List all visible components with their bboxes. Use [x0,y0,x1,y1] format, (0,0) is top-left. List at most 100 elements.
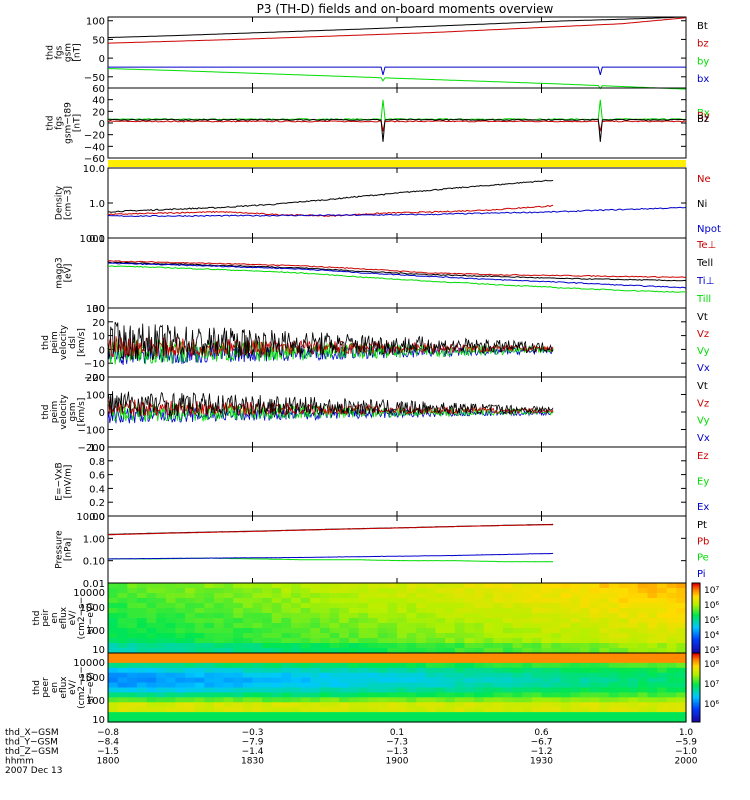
heatmap-cell [512,618,523,624]
heatmap-cell [175,593,186,599]
heatmap-cell [252,667,263,674]
heatmap-cell [368,687,379,694]
heatmap-cell [194,603,205,609]
heatmap-cell [531,662,543,669]
heatmap-cell [551,618,562,624]
heatmap-cell [339,717,350,723]
heatmap-cell [502,712,514,718]
heatmap-cell [339,628,350,634]
heatmap-cell [117,682,128,689]
heatmap-cell [531,588,543,594]
heatmap-cell [599,662,610,669]
heatmap-cell [416,702,427,708]
colorbar-swatch [692,626,700,629]
heatmap-cell [435,613,446,619]
heatmap-cell [165,682,177,689]
heatmap-cell [204,672,215,679]
heatmap-cell [445,648,456,654]
heatmap-cell [425,692,437,698]
heatmap-cell [291,643,302,649]
colorbar-swatch [692,670,700,673]
heatmap-cell [300,583,311,589]
heatmap-cell [329,707,340,713]
heatmap-cell [522,697,533,703]
heatmap-cell [271,628,282,634]
heatmap-cell [252,628,263,634]
colorbar-swatch [692,598,700,601]
heatmap-cell [657,717,668,723]
heatmap-cell [204,667,215,674]
heatmap-cell [406,593,417,599]
heatmap-cell [194,682,205,689]
legend-entry: Ex [697,502,709,513]
heatmap-cell [618,702,629,708]
y-tick-label: 0 [99,119,105,130]
heatmap-cell [647,613,658,619]
heatmap-cell [377,583,388,589]
heatmap-cell [397,697,408,703]
heatmap-cell [271,677,282,684]
heatmap-cell [560,677,571,684]
heatmap-cell [493,618,504,624]
heatmap-cell [425,687,437,694]
heatmap-cell [319,653,331,659]
legend-entry: bx [697,74,709,85]
heatmap-cell [117,662,128,669]
heatmap-cell [156,643,167,649]
heatmap-cell [570,702,581,708]
heatmap-cell [560,588,571,594]
heatmap-cell [310,672,321,679]
heatmap-cell [502,598,514,604]
heatmap-cell [348,588,360,594]
heatmap-cell [599,613,610,619]
heatmap-cell [300,638,311,644]
heatmap-cell [242,677,254,684]
colorbar-swatch [692,708,700,711]
heatmap-cell [676,618,687,624]
heatmap-cell [165,662,177,669]
heatmap-cell [406,692,417,698]
heatmap-cell [127,697,138,703]
y-tick-label: 100 [86,304,105,315]
heatmap-cell [108,603,119,609]
heatmap-cell [156,712,167,718]
x-row-value: −1.5 [97,747,119,757]
colorbar-swatch [692,639,700,642]
heatmap-cell [406,638,417,644]
heatmap-cell [310,697,321,703]
heatmap-cell [512,697,523,703]
heatmap-cell [310,648,321,654]
heatmap-cell [406,657,417,664]
heatmap-cell [165,648,177,654]
heatmap-cell [223,712,234,718]
x-row-value: 1.0 [679,728,694,738]
heatmap-cell [156,692,167,698]
heatmap-cell [676,692,687,698]
heatmap-cell [512,692,523,698]
heatmap-cell [657,707,668,713]
heatmap-cell [551,687,562,694]
colorbar-swatch [692,653,700,656]
heatmap-cell [608,638,620,644]
heatmap-cell [522,603,533,609]
heatmap-cell [580,638,591,644]
heatmap-cell [281,648,292,654]
heatmap-cell [580,633,591,639]
heatmap-cell [551,677,562,684]
heatmap-cell [464,672,475,679]
heatmap-cell [377,712,388,718]
heatmap-cell [483,662,494,669]
legend-entry: Vy [697,346,710,357]
heatmap-cell [387,702,398,708]
heatmap-cell [522,712,533,718]
heatmap-cell [637,657,649,664]
heatmap-cell [618,697,629,703]
heatmap-cell [108,613,119,619]
legend-entry: Npot [697,224,721,235]
heatmap-cell [117,712,128,718]
heatmap-cell [377,593,388,599]
heatmap-cell [551,672,562,679]
heatmap-cell [165,598,177,604]
colorbar-swatch [692,619,700,622]
heatmap-cell [271,603,282,609]
